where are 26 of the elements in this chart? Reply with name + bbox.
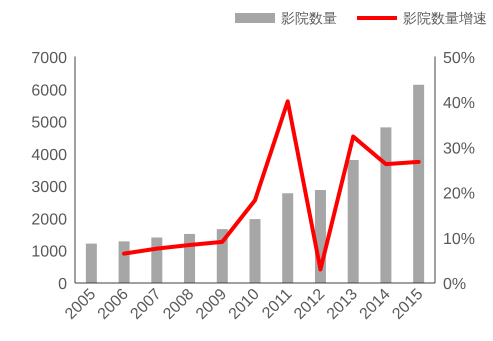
- y-tick-label: 2000: [31, 211, 68, 228]
- legend-label: 影院数量增速: [403, 10, 487, 26]
- y-tick-label: 5000: [31, 114, 68, 132]
- y-tick-label: 3000: [31, 179, 68, 196]
- y-tick-label: 7000: [31, 50, 68, 67]
- y-tick-label: 4000: [31, 146, 68, 164]
- bar: [151, 237, 162, 283]
- y-tick-label: 1000: [31, 244, 68, 261]
- bar: [413, 84, 424, 283]
- y-tick-label: 0: [58, 276, 68, 293]
- bar: [348, 160, 359, 283]
- y2-tick-label: 50%: [443, 50, 476, 67]
- y2-tick-label: 30%: [443, 140, 476, 158]
- line-series: [122, 99, 421, 272]
- bar: [184, 234, 196, 283]
- bar: [282, 193, 294, 283]
- y2-tick-label: 0%: [443, 276, 466, 293]
- y2-tick-label: 10%: [443, 230, 476, 248]
- bar: [380, 127, 392, 283]
- legend-label: 影院数量: [281, 10, 337, 26]
- bar: [118, 241, 130, 283]
- bar: [86, 244, 97, 283]
- y2-tick-label: 40%: [443, 95, 476, 112]
- y-tick-label: 6000: [31, 82, 68, 100]
- y2-tick-label: 20%: [443, 186, 476, 203]
- bar: [250, 219, 260, 283]
